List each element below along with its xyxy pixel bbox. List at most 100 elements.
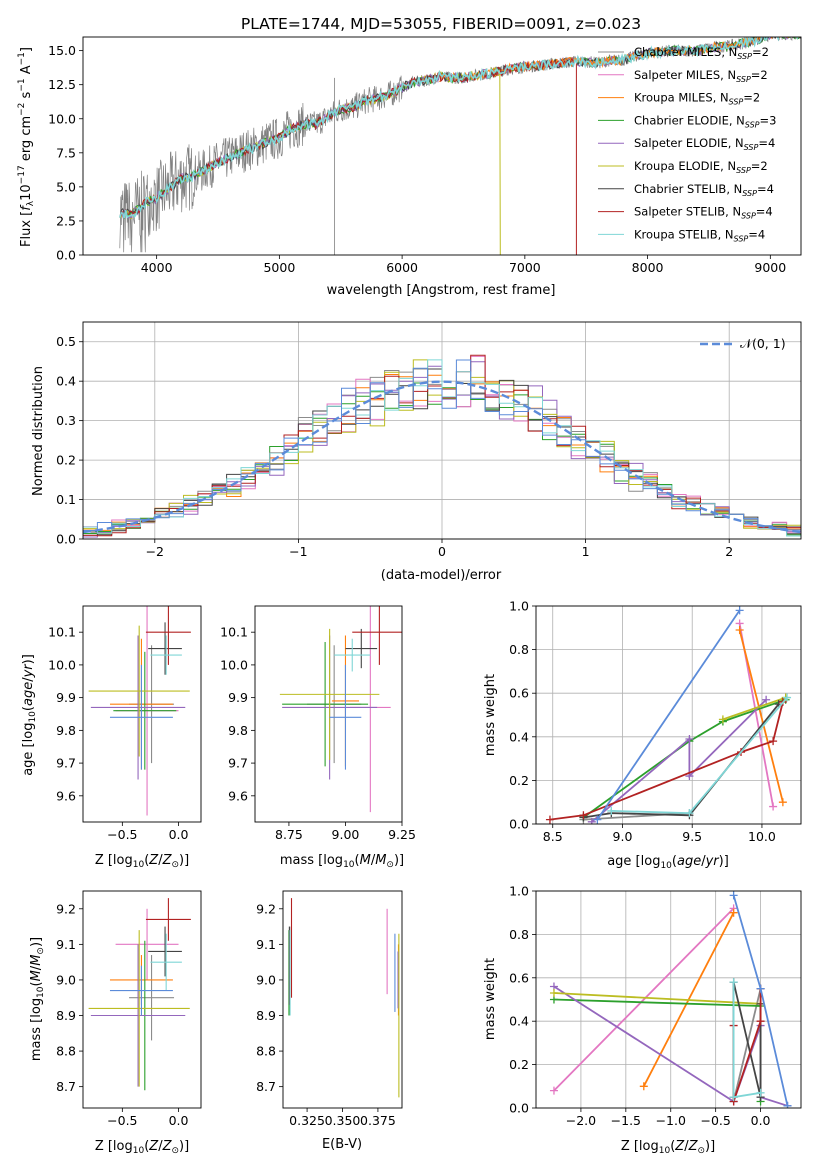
- legend-sub: SSP: [737, 52, 752, 61]
- spectrum-xlabel: wavelength [Angstrom, rest frame]: [327, 283, 556, 298]
- legend-value: =4: [756, 205, 773, 219]
- axis-ticks: 8.75 9.00 9.25 9.6 9.7 9.8 9.9 10.0 10.1: [220, 625, 416, 842]
- x-tick-label: 0: [438, 544, 446, 559]
- axes-frame: [82, 890, 202, 1109]
- plot-area: [83, 354, 801, 539]
- y-tick-label: 15.0: [48, 43, 76, 58]
- series-marker: [729, 908, 738, 917]
- series-marker: [639, 1082, 648, 1091]
- normal-curve-line: [83, 380, 801, 534]
- mw-age-ylabel: mass weight: [483, 674, 498, 756]
- series-marker: [729, 978, 738, 987]
- legend-label-salpeter-miles: Salpeter MILES, NSSP=2: [634, 68, 768, 84]
- legend-sub: SSP: [736, 166, 751, 175]
- axis-ticks: −0.5 0.0 8.7 8.8 8.9 9.0 9.1 9.2: [56, 901, 188, 1128]
- y-tick-label: 9.9: [228, 690, 248, 705]
- legend-sub: SSP: [744, 143, 759, 152]
- y-tick-label: 0.5: [56, 334, 76, 349]
- legend-value: =3: [760, 113, 777, 127]
- y-tick-label: 9.7: [228, 756, 248, 771]
- errorbar-chabrier-stelib: [345, 628, 378, 669]
- x-tick-label: 2: [725, 544, 733, 559]
- age-z-ylabel: age [log10(age/yr)]: [21, 654, 38, 776]
- y-tick-label: 0.0: [56, 248, 76, 263]
- plot-area: [88, 898, 191, 1091]
- y-tick-label: 8.8: [256, 1044, 276, 1059]
- axes-frame: [82, 321, 802, 540]
- legend-value: =4: [758, 136, 775, 150]
- series-extra: [729, 891, 792, 1108]
- errorbar-kroupa-stelib: [150, 933, 182, 991]
- legend-sub: SSP: [741, 212, 756, 221]
- errorbar-salpeter-stelib: [352, 606, 402, 665]
- y-tick-label: 10.0: [48, 111, 76, 126]
- y-tick-label: 0.2: [509, 773, 529, 788]
- legend-label-salpeter-elodie: Salpeter ELODIE, NSSP=4: [634, 136, 775, 152]
- y-tick-label: 8.9: [256, 1008, 276, 1023]
- age-z-xlabel: Z [log10(Z/Z⊙)]: [95, 853, 189, 870]
- legend-label-normal: 𝒩(0, 1): [740, 336, 786, 351]
- y-tick-label: 9.2: [256, 901, 276, 916]
- series-chabrier-stelib: [579, 700, 783, 822]
- x-tick-label: 9.5: [682, 829, 702, 844]
- x-tick-label: 9.00: [332, 827, 360, 842]
- series-marker: [769, 737, 778, 746]
- mass-vs-ebv-panel: 0.325 0.350 0.375 8.7 8.8 8.9 9.0 9.1 9.2: [256, 890, 403, 1128]
- series-marker: [729, 1093, 738, 1102]
- errorbar-chabrier-stelib: [148, 622, 182, 675]
- errorbar-chabrier-miles: [129, 955, 175, 1041]
- legend-value: =2: [751, 159, 768, 173]
- x-tick-label: −2: [146, 544, 164, 559]
- y-tick-label: 10.0: [48, 657, 76, 672]
- series-line: [722, 696, 786, 721]
- y-tick-label: 2.5: [56, 213, 76, 228]
- mw-z-xlabel: Z [log10(Z/Z⊙)]: [621, 1139, 715, 1156]
- errorbar-salpeter-elodie: [90, 944, 186, 1087]
- y-tick-label: 0.0: [56, 532, 76, 547]
- series-marker: [783, 693, 792, 702]
- series-marker: [549, 988, 558, 997]
- histogram-xlabel: (data-model)/error: [381, 568, 502, 583]
- series-marker: [762, 695, 771, 704]
- y-tick-label: 9.0: [256, 972, 276, 987]
- errorbar-salpeter-stelib: [145, 898, 191, 941]
- legend-value: =2: [751, 68, 768, 82]
- x-tick-label: 4000: [141, 260, 173, 275]
- y-tick-label: 0.0: [509, 817, 529, 832]
- series-marker: [729, 891, 738, 900]
- axes-frame: [82, 36, 802, 256]
- age-vs-metallicity-panel: −0.5 0.0 9.6 9.7 9.8 9.9 10.0 10.1: [48, 605, 202, 842]
- y-tick-label: 9.1: [256, 937, 276, 952]
- series-line: [591, 699, 767, 823]
- series-marker: [685, 734, 694, 743]
- mw-age-xlabel: age [log10(age/yr)]: [607, 854, 729, 871]
- x-tick-label: 1: [582, 544, 590, 559]
- errorbar-kroupa-elodie: [88, 930, 190, 1087]
- legend-value: =4: [748, 227, 765, 241]
- legend-sub: SSP: [734, 234, 749, 243]
- series-marker: [735, 606, 744, 615]
- y-tick-label: 10.1: [48, 625, 76, 640]
- y-tick-label: 8.8: [56, 1044, 76, 1059]
- legend-label-kroupa-elodie: Kroupa ELODIE, NSSP=2: [634, 159, 768, 175]
- plot-area: [545, 606, 792, 824]
- axes-frame: [254, 605, 403, 823]
- plot-area: [88, 606, 191, 816]
- errorbar-salpeter-miles: [115, 908, 179, 980]
- series-kroupa-stelib: [607, 693, 792, 818]
- axis-ticks: −2.0 −1.5 −1.0 −0.5 0.0 0.0 0.2 0.4 0.6 0.8 1.0: [509, 884, 770, 1129]
- legend-label-chabrier-stelib: Chabrier STELIB, NSSP=4: [634, 182, 774, 198]
- series-marker: [549, 1086, 558, 1095]
- legend-sub: SSP: [729, 98, 744, 107]
- x-tick-label: 0.0: [169, 1113, 189, 1128]
- series-line: [582, 698, 786, 819]
- model-spectrum-kroupa-stelib: [119, 37, 799, 219]
- figure-title: PLATE=1744, MJD=53055, FIBERID=0091, z=0…: [241, 15, 641, 33]
- series-line: [732, 988, 762, 1102]
- x-tick-label: 0.0: [169, 827, 189, 842]
- x-tick-label: 10.0: [748, 829, 776, 844]
- x-tick-label: 0.325: [289, 1113, 325, 1128]
- y-tick-label: 0.2: [56, 453, 76, 468]
- mw-z-ylabel: mass weight: [483, 958, 498, 1040]
